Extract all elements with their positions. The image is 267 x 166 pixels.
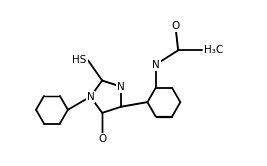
Text: HS: HS <box>72 55 87 65</box>
Text: N: N <box>152 60 159 70</box>
Text: N: N <box>87 92 94 102</box>
Text: H₃C: H₃C <box>205 45 224 55</box>
Text: N: N <box>117 82 125 92</box>
Text: O: O <box>98 134 106 144</box>
Text: O: O <box>171 21 179 31</box>
